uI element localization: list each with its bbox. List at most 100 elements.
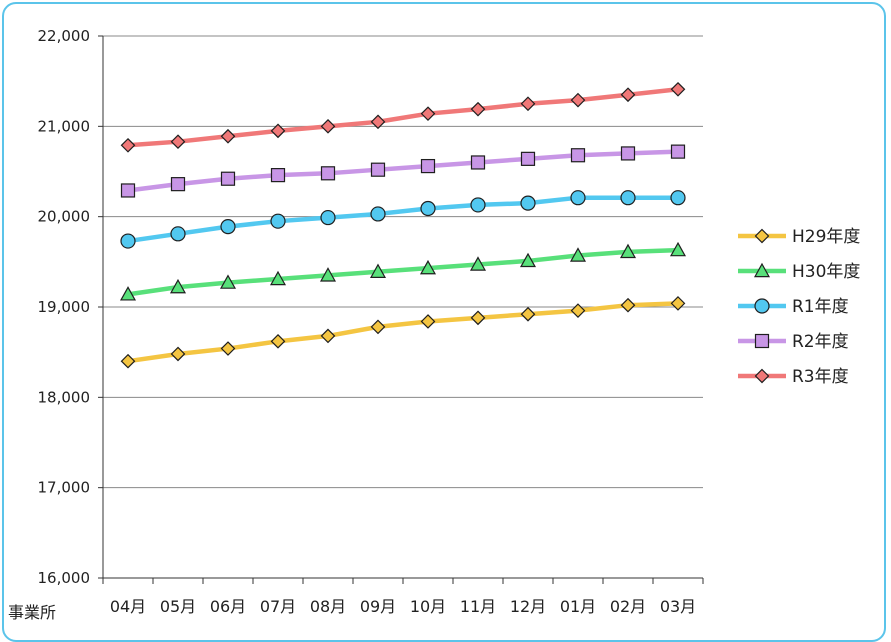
data-point: [470, 310, 486, 326]
data-point: [420, 158, 436, 174]
legend-label: H30年度: [792, 262, 860, 282]
data-point: [519, 252, 537, 268]
series-line: [125, 149, 681, 193]
y-tick-label: 20,000: [38, 208, 91, 226]
data-point: [370, 319, 386, 335]
series-2: [120, 190, 686, 249]
legend-item: H30年度: [738, 262, 860, 282]
data-point: [270, 213, 286, 229]
data-point: [470, 197, 486, 213]
data-point: [370, 162, 386, 177]
y-tick-label: 22,000: [38, 27, 91, 45]
legend-marker: [754, 298, 770, 314]
data-point: [219, 274, 237, 289]
data-point: [420, 200, 436, 217]
data-point: [669, 241, 687, 257]
data-point: [370, 114, 386, 130]
legend-marker: [754, 333, 770, 349]
data-point: [269, 270, 287, 286]
x-tick-label: 05月: [160, 597, 196, 616]
legend-item: R2年度: [738, 332, 849, 352]
data-point: [170, 134, 186, 150]
data-point: [620, 87, 636, 103]
series-1: [119, 241, 687, 301]
x-tick-label: 09月: [360, 597, 396, 616]
x-tick-label: 01月: [560, 597, 596, 616]
series-4: [120, 81, 686, 153]
y-tick-label: 19,000: [38, 298, 91, 316]
data-point: [620, 190, 636, 206]
data-point: [220, 128, 236, 144]
data-point: [570, 190, 586, 206]
data-point: [570, 92, 586, 108]
data-point: [570, 303, 586, 318]
data-point: [670, 81, 686, 97]
data-point: [470, 101, 486, 117]
data-point: [670, 296, 686, 311]
data-point: [469, 256, 487, 271]
series-3: [120, 144, 686, 198]
legend-item: R3年度: [738, 367, 849, 387]
legend-label: R2年度: [792, 332, 849, 352]
legend-marker: [754, 228, 770, 244]
legend-marker: [753, 262, 771, 278]
data-point: [170, 346, 186, 362]
legend-label: R3年度: [792, 367, 849, 387]
data-point: [170, 177, 186, 192]
data-point: [270, 168, 286, 183]
data-point: [320, 118, 336, 134]
axes: 16,000 17,000 18,000 19,000 20,000 21,000 22,0…: [38, 27, 704, 616]
legend: H29年度 H30年度 R1年度 R2年度 R3年度: [738, 227, 860, 387]
data-point: [120, 137, 136, 153]
legend-marker: [754, 368, 770, 384]
data-point: [320, 328, 336, 344]
data-point: [420, 314, 436, 329]
x-tick-label: 07月: [260, 597, 296, 616]
legend-item: H29年度: [738, 227, 860, 247]
x-tick-label: 06月: [210, 597, 246, 616]
data-point: [120, 353, 136, 369]
data-point: [470, 155, 486, 170]
data-point: [620, 297, 636, 313]
data-point: [670, 144, 686, 159]
data-point: [419, 259, 437, 275]
x-tick-label: 12月: [510, 597, 546, 616]
data-point: [270, 123, 286, 139]
series-line: [125, 247, 681, 297]
y-tick-label: 17,000: [38, 479, 91, 497]
data-point: [520, 151, 536, 166]
line-chart: 16,000 17,000 18,000 19,000 20,000 21,000 22,0…: [8, 27, 860, 622]
series-line: [125, 301, 681, 364]
legend-item: R1年度: [738, 297, 849, 317]
data-point: [520, 96, 536, 112]
legend-label: R1年度: [792, 297, 849, 317]
data-point: [170, 226, 186, 242]
data-point: [270, 333, 286, 349]
data-point: [620, 146, 636, 161]
data-point: [120, 183, 136, 198]
data-point: [619, 243, 637, 259]
data-point: [120, 233, 136, 249]
x-tick-label: 03月: [660, 597, 696, 616]
data-point: [320, 166, 336, 181]
data-point: [220, 171, 236, 186]
data-point: [220, 341, 236, 356]
data-point: [370, 206, 386, 222]
series-lines: [119, 81, 687, 369]
x-tick-label: 08月: [310, 597, 346, 616]
data-point: [320, 209, 336, 226]
data-point: [369, 263, 387, 278]
data-point: [670, 190, 686, 206]
series-line: [125, 87, 681, 148]
data-point: [520, 195, 536, 211]
data-point: [420, 106, 436, 122]
legend-label: H29年度: [792, 227, 860, 247]
data-point: [319, 267, 337, 282]
data-point: [119, 286, 137, 301]
x-tick-label: 04月: [110, 597, 146, 616]
series-line: [125, 195, 681, 244]
x-tick-label: 11月: [460, 597, 496, 616]
data-point: [520, 306, 536, 322]
x-tick-label: 02月: [610, 597, 646, 616]
data-point: [169, 278, 187, 294]
